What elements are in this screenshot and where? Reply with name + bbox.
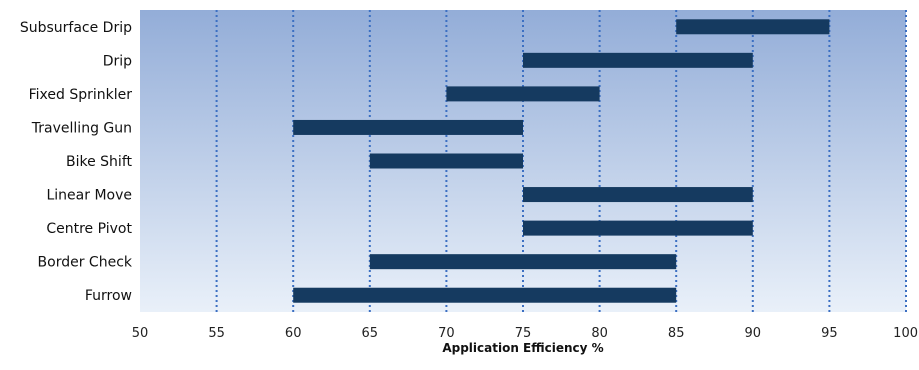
x-tick-label-50: 50 <box>132 326 149 341</box>
category-label-linear-move: Linear Move <box>46 188 132 204</box>
bar-fixed-sprinkler <box>446 86 600 102</box>
x-axis-title: Application Efficiency % <box>442 341 603 355</box>
bar-drip <box>523 52 753 68</box>
bar-travelling-gun <box>293 119 523 135</box>
category-label-bike-shift: Bike Shift <box>66 154 132 170</box>
category-labels: Subsurface Drip Drip Fixed Sprinkler Travel… <box>20 20 133 304</box>
category-label-furrow: Furrow <box>85 288 132 304</box>
category-label-travelling-gun: Travelling Gun <box>31 120 132 136</box>
bar-subsurface-drip <box>676 19 830 35</box>
category-label-centre-pivot: Centre Pivot <box>46 221 132 237</box>
category-label-subsurface-drip: Subsurface Drip <box>20 20 132 36</box>
x-tick-label-55: 55 <box>208 326 225 341</box>
bar-bike-shift <box>369 153 523 169</box>
x-tick-label-65: 65 <box>362 326 379 341</box>
bar-furrow <box>293 287 677 303</box>
x-tick-label-100: 100 <box>893 326 918 341</box>
x-tick-label-90: 90 <box>745 326 762 341</box>
x-tick-label-70: 70 <box>438 326 455 341</box>
bar-border-check <box>369 254 677 270</box>
category-label-border-check: Border Check <box>38 255 133 271</box>
bar-centre-pivot <box>523 220 753 236</box>
x-tick-labels: 50 55 60 65 70 75 80 85 90 95 100 <box>132 326 918 341</box>
bar-linear-move <box>523 187 753 203</box>
x-tick-label-80: 80 <box>591 326 608 341</box>
x-tick-label-60: 60 <box>285 326 302 341</box>
category-label-fixed-sprinkler: Fixed Sprinkler <box>29 87 133 103</box>
bars <box>293 19 830 303</box>
category-label-drip: Drip <box>103 53 132 69</box>
x-tick-label-75: 75 <box>515 326 532 341</box>
x-tick-label-95: 95 <box>821 326 838 341</box>
x-tick-label-85: 85 <box>668 326 685 341</box>
